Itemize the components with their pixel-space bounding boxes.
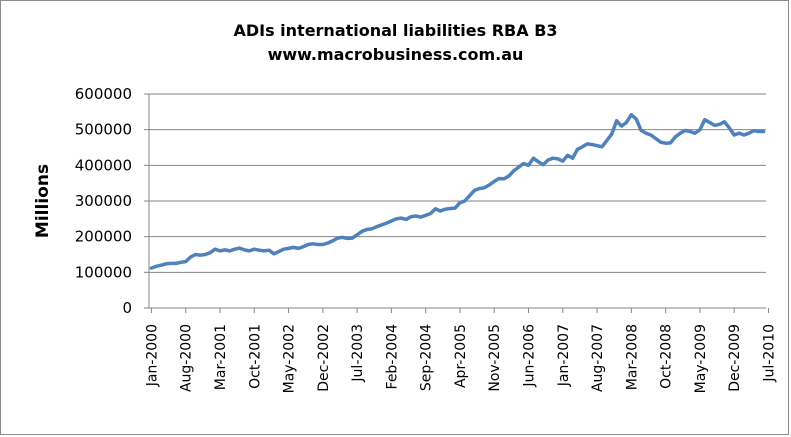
x-tick-label: Jul-2003 bbox=[350, 324, 366, 383]
x-tick-label: Aug-2007 bbox=[590, 324, 606, 392]
x-tick-label: Mar-2008 bbox=[624, 324, 640, 390]
x-tick-label: Oct-2008 bbox=[659, 324, 675, 389]
chart-subtitle: www.macrobusiness.com.au bbox=[267, 45, 524, 64]
x-tick-label: Sep-2004 bbox=[419, 324, 435, 391]
x-tick-label: Jan-2000 bbox=[144, 324, 160, 387]
series bbox=[149, 112, 766, 270]
x-tick-label: Dec-2002 bbox=[316, 324, 332, 392]
y-tick-label: 500000 bbox=[75, 121, 132, 139]
x-tick-label: Jul-2010 bbox=[761, 324, 777, 383]
x-tick-label: Nov-2005 bbox=[487, 324, 503, 392]
x-tick-label: Feb-2004 bbox=[384, 324, 400, 390]
x-tick-label: May-2002 bbox=[282, 324, 298, 393]
y-axis-label: Millions bbox=[33, 164, 53, 238]
x-tick-label: Jan-2007 bbox=[556, 324, 572, 387]
axes bbox=[148, 94, 766, 309]
x-tick-label: May-2009 bbox=[693, 324, 709, 393]
y-tick-label: 300000 bbox=[75, 192, 132, 210]
x-tick-label: Apr-2005 bbox=[453, 324, 469, 388]
x-tick-label: Mar-2001 bbox=[213, 324, 229, 390]
y-axis-ticks: 0 100000 200000 300000 400000 500000 600000 bbox=[75, 85, 149, 317]
x-tick-label: Aug-2000 bbox=[179, 324, 195, 392]
x-tick-label: Dec-2009 bbox=[727, 324, 743, 392]
gridlines bbox=[149, 93, 766, 273]
chart-title: ADIs international liabilities RBA B3 bbox=[233, 21, 558, 40]
y-tick-label: 400000 bbox=[75, 156, 132, 174]
y-tick-label: 200000 bbox=[75, 228, 132, 246]
y-tick-label: 0 bbox=[122, 299, 132, 317]
x-tick-label: Oct-2001 bbox=[247, 324, 263, 389]
series-line bbox=[149, 112, 766, 270]
y-tick-label: 100000 bbox=[75, 263, 132, 281]
x-axis-ticks: Jan-2000 Aug-2000 Mar-2001 Oct-2001 May-2002… bbox=[144, 308, 777, 393]
y-tick-label: 600000 bbox=[75, 85, 132, 103]
x-tick-label: Jun-2006 bbox=[522, 324, 538, 388]
